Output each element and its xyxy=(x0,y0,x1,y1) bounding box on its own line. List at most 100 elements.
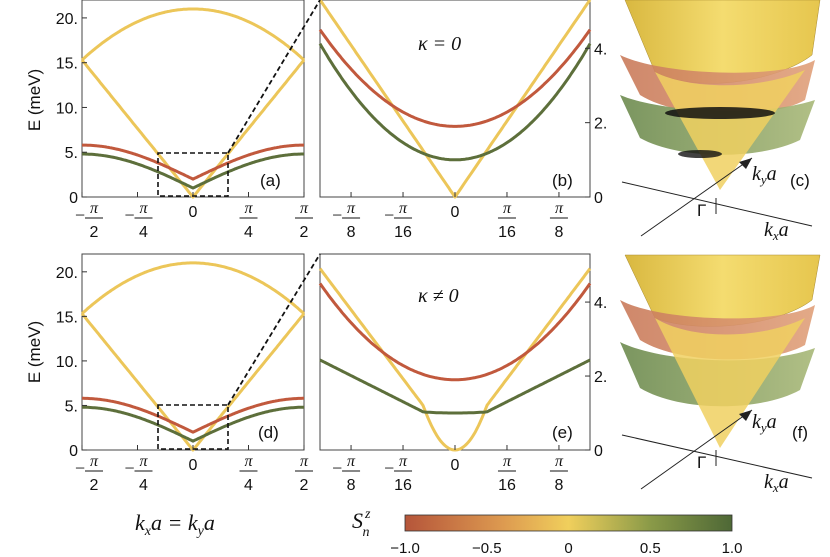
series-upper-arc-d xyxy=(80,261,306,315)
yticks-e: 0 2. 4. xyxy=(585,295,607,460)
xtick-zero: 0 xyxy=(189,457,198,474)
series-middle-a xyxy=(81,143,305,181)
ytick-label: 4. xyxy=(594,41,607,58)
colorbar-tick-label: 0 xyxy=(564,540,572,557)
panel-label-b: (b) xyxy=(552,171,573,190)
colorbar-tick-label: −1.0 xyxy=(390,540,420,557)
series-upper-arc-a xyxy=(80,7,306,62)
xtick-zero: 0 xyxy=(451,204,460,221)
ytick-label: 4. xyxy=(594,295,607,312)
ytick-label: 0 xyxy=(69,190,78,207)
gamma-label-c: Γ xyxy=(697,201,706,220)
xtick-num: π xyxy=(300,200,309,217)
xtick-num: π xyxy=(139,200,148,217)
series-lower-a xyxy=(81,152,305,190)
colorbar-tick-label: −0.5 xyxy=(472,540,502,557)
series-lower-b xyxy=(318,43,592,162)
xtick-sign: − xyxy=(383,458,395,478)
ytick-label: 20. xyxy=(56,11,78,28)
panel-label-e: (e) xyxy=(552,423,573,442)
panel-label-a: (a) xyxy=(260,171,281,190)
panel-b: κ = 0 (b) xyxy=(318,0,592,199)
ytick-label: 0 xyxy=(594,190,603,207)
xtick-num: π xyxy=(300,453,309,470)
xtick-den: 2 xyxy=(300,224,309,241)
colorbar-tick-label: 1.0 xyxy=(722,540,743,557)
xtick-den: 8 xyxy=(554,224,563,241)
xtick-den: 16 xyxy=(498,224,516,241)
ytick-label: 5. xyxy=(65,398,78,415)
panel-f: kya kxa Γ (f) xyxy=(620,254,821,495)
xtick-num: π xyxy=(503,200,512,217)
xtick-den: 2 xyxy=(90,477,99,494)
colorbar-tick-label: 0.5 xyxy=(640,540,661,557)
panel-a: (a) xyxy=(80,0,306,199)
xtick-den: 16 xyxy=(394,477,412,494)
xlabel-bottom: kxa = kya xyxy=(135,510,215,539)
xtick-num: π xyxy=(347,453,356,470)
series-middle-b xyxy=(318,28,592,128)
yticks-a: 0 5. 10. 15. 20. xyxy=(56,11,87,207)
ytick-label: 15. xyxy=(56,309,78,326)
xtick-den: 2 xyxy=(300,477,309,494)
ytick-label: 0 xyxy=(69,443,78,460)
plot-d xyxy=(80,261,306,452)
xtick-den: 16 xyxy=(394,224,412,241)
xtick-sign: − xyxy=(74,458,86,478)
series-middle-d xyxy=(81,396,305,434)
axis-kx-label-c: kxa xyxy=(764,219,789,243)
xtick-num: π xyxy=(90,453,99,470)
panel-d: (d) xyxy=(80,253,306,452)
ytick-label: 2. xyxy=(594,369,607,386)
zoom-connector-top xyxy=(227,0,321,154)
series-middle-e xyxy=(318,282,592,382)
ytick-label: 10. xyxy=(56,354,78,371)
axis-kx-c xyxy=(621,181,813,227)
arrowhead-ky-f xyxy=(739,410,752,421)
axis-ky-label-c: kya xyxy=(752,163,777,187)
zoom-connector-bottom xyxy=(227,253,321,406)
xtick-num: π xyxy=(244,200,253,217)
ytick-label: 15. xyxy=(56,56,78,73)
xtick-num: π xyxy=(244,453,253,470)
xtick-den: 2 xyxy=(90,224,99,241)
surface-3d-f xyxy=(620,254,821,448)
panel-a-frame xyxy=(81,0,305,198)
xtick-sign: − xyxy=(331,458,343,478)
xtick-sign: − xyxy=(383,205,395,225)
plot-b xyxy=(318,0,592,199)
xtick-num: π xyxy=(555,200,564,217)
xtick-num: π xyxy=(399,200,408,217)
panel-b-frame xyxy=(319,0,591,198)
panel-label-f: (f) xyxy=(792,423,808,442)
xtick-num: π xyxy=(399,453,408,470)
ytick-label: 10. xyxy=(56,100,78,117)
xtick-den: 4 xyxy=(139,224,148,241)
xtick-num: π xyxy=(90,200,99,217)
arrowhead-ky-c xyxy=(739,158,752,169)
xtick-den: 8 xyxy=(347,477,356,494)
panel-e-frame xyxy=(319,253,591,451)
yticks-d: 0 5. 10. 15. 20. xyxy=(56,265,87,460)
xtick-sign: − xyxy=(331,205,343,225)
xtick-num: π xyxy=(347,200,356,217)
axis-ky-f xyxy=(640,409,753,490)
series-linear-b xyxy=(318,0,592,199)
panel-label-d: (d) xyxy=(258,423,279,442)
xtick-den: 8 xyxy=(347,224,356,241)
ytick-label: 20. xyxy=(56,265,78,282)
axis-ky-label-f: kya xyxy=(752,411,777,435)
gamma-label-f: Γ xyxy=(697,453,706,472)
xtick-sign: − xyxy=(123,458,135,478)
axis-kx-label-f: kxa xyxy=(764,471,789,495)
yticks-b: 0 2. 4. xyxy=(585,41,607,207)
series-lower-e xyxy=(319,358,591,415)
axis-ky-c xyxy=(640,157,753,237)
plot-a xyxy=(80,7,306,199)
